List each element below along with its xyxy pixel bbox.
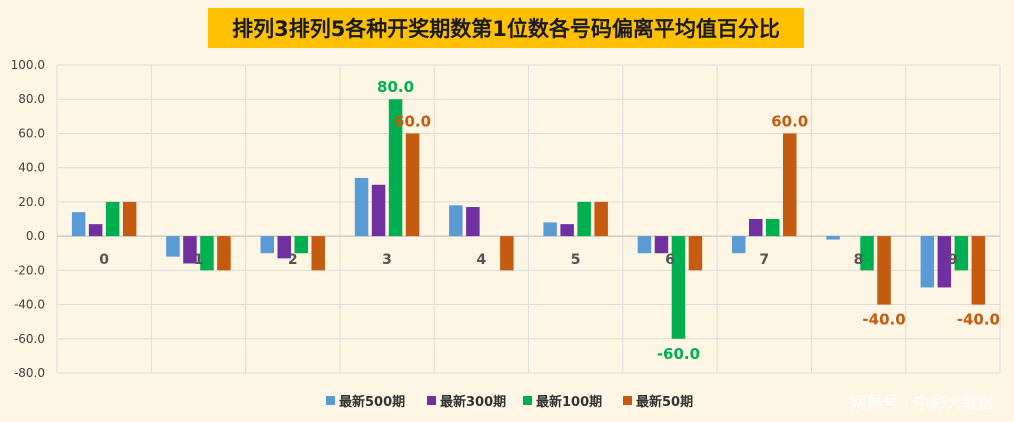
y-tick-label: 20.0: [18, 195, 45, 209]
title-background: [208, 8, 804, 48]
legend-item: 最新100期: [523, 394, 602, 410]
legend: 最新500期 最新300期 最新100期 最新50期: [326, 394, 693, 410]
bar: [937, 236, 952, 288]
category-label: 2: [288, 252, 298, 268]
legend-swatch: [427, 396, 436, 405]
bar: [449, 205, 463, 237]
bar: [749, 219, 763, 237]
y-axis-tick-labels: 100.0 80.0 60.0 40.0 20.0 0.0 -20.0 -40.0 -60.0 -…: [11, 58, 45, 380]
chart-title: 排列3排列5各种开奖期数第1位数各号码偏离平均值百分比: [232, 17, 780, 41]
bar: [200, 236, 214, 271]
bar: [88, 224, 103, 237]
bar: [637, 236, 652, 254]
bar: [277, 236, 291, 259]
bar: [826, 236, 840, 240]
data-label: -60.0: [657, 345, 700, 363]
bar: [783, 133, 797, 237]
category-label: 0: [99, 252, 109, 268]
y-tick-label: 100.0: [11, 58, 45, 72]
bar: [405, 133, 420, 237]
bar: [166, 236, 180, 257]
data-label: -40.0: [957, 311, 1000, 329]
bar: [217, 236, 231, 271]
category-label: 1: [194, 252, 204, 268]
bar: [920, 236, 935, 288]
bars: [71, 99, 986, 339]
y-tick-label: -60.0: [14, 332, 45, 346]
category-label: 5: [571, 252, 581, 268]
legend-label: 最新100期: [536, 394, 602, 410]
y-tick-label: 0.0: [26, 229, 45, 243]
bar: [877, 236, 891, 305]
bar: [371, 184, 386, 237]
legend-swatch: [623, 396, 632, 405]
y-tick-label: 40.0: [18, 161, 45, 175]
legend-swatch: [523, 396, 532, 405]
bar: [500, 236, 514, 271]
chart-title-group: 排列3排列5各种开奖期数第1位数各号码偏离平均值百分比: [208, 8, 804, 48]
bar: [954, 236, 969, 271]
bar: [183, 236, 197, 264]
bar: [294, 236, 308, 254]
bar: [71, 212, 86, 237]
category-labels: 0 1 2 3 4 5 6 7 8 9: [99, 252, 957, 268]
legend-item: 最新300期: [427, 394, 506, 410]
legend-label: 最新500期: [339, 394, 405, 410]
y-tick-label: -40.0: [14, 298, 45, 312]
bar: [543, 222, 557, 237]
bar: [560, 224, 574, 237]
bar: [732, 236, 746, 254]
data-label: -40.0: [862, 311, 905, 329]
legend-label: 最新50期: [636, 394, 693, 410]
category-label: 9: [948, 252, 958, 268]
bar: [654, 236, 669, 254]
data-labels: 80.0 60.0 -60.0 60.0 -40.0 -40.0: [377, 78, 1000, 363]
bar: [594, 201, 608, 237]
bar: [688, 236, 703, 271]
category-label: 3: [382, 252, 392, 268]
y-tick-label: 80.0: [18, 92, 45, 106]
category-label: 8: [854, 252, 864, 268]
bar: [354, 177, 369, 237]
bar: [860, 236, 874, 271]
watermark: 网易号 | 中彩大数据: [850, 393, 994, 412]
legend-label: 最新300期: [440, 394, 506, 410]
category-label: 7: [759, 252, 769, 268]
data-label: 60.0: [394, 112, 431, 130]
bar: [260, 236, 274, 254]
bar: [122, 201, 137, 237]
bar: [311, 236, 325, 271]
category-label: 6: [665, 252, 675, 268]
grid-lines: [56, 64, 1001, 374]
legend-item: 最新50期: [623, 394, 693, 410]
y-tick-label: -20.0: [14, 263, 45, 277]
category-label: 4: [476, 252, 486, 268]
legend-item: 最新500期: [326, 394, 405, 410]
bar: [971, 236, 986, 305]
y-tick-label: 60.0: [18, 126, 45, 140]
data-label: 80.0: [377, 78, 414, 96]
bar: [671, 236, 686, 339]
data-label: 60.0: [771, 112, 808, 130]
bar: [577, 201, 591, 237]
bar: [388, 99, 403, 237]
bar: [466, 207, 480, 237]
legend-swatch: [326, 396, 335, 405]
bar: [105, 201, 120, 237]
y-tick-label: -80.0: [14, 366, 45, 380]
bar: [766, 219, 780, 237]
